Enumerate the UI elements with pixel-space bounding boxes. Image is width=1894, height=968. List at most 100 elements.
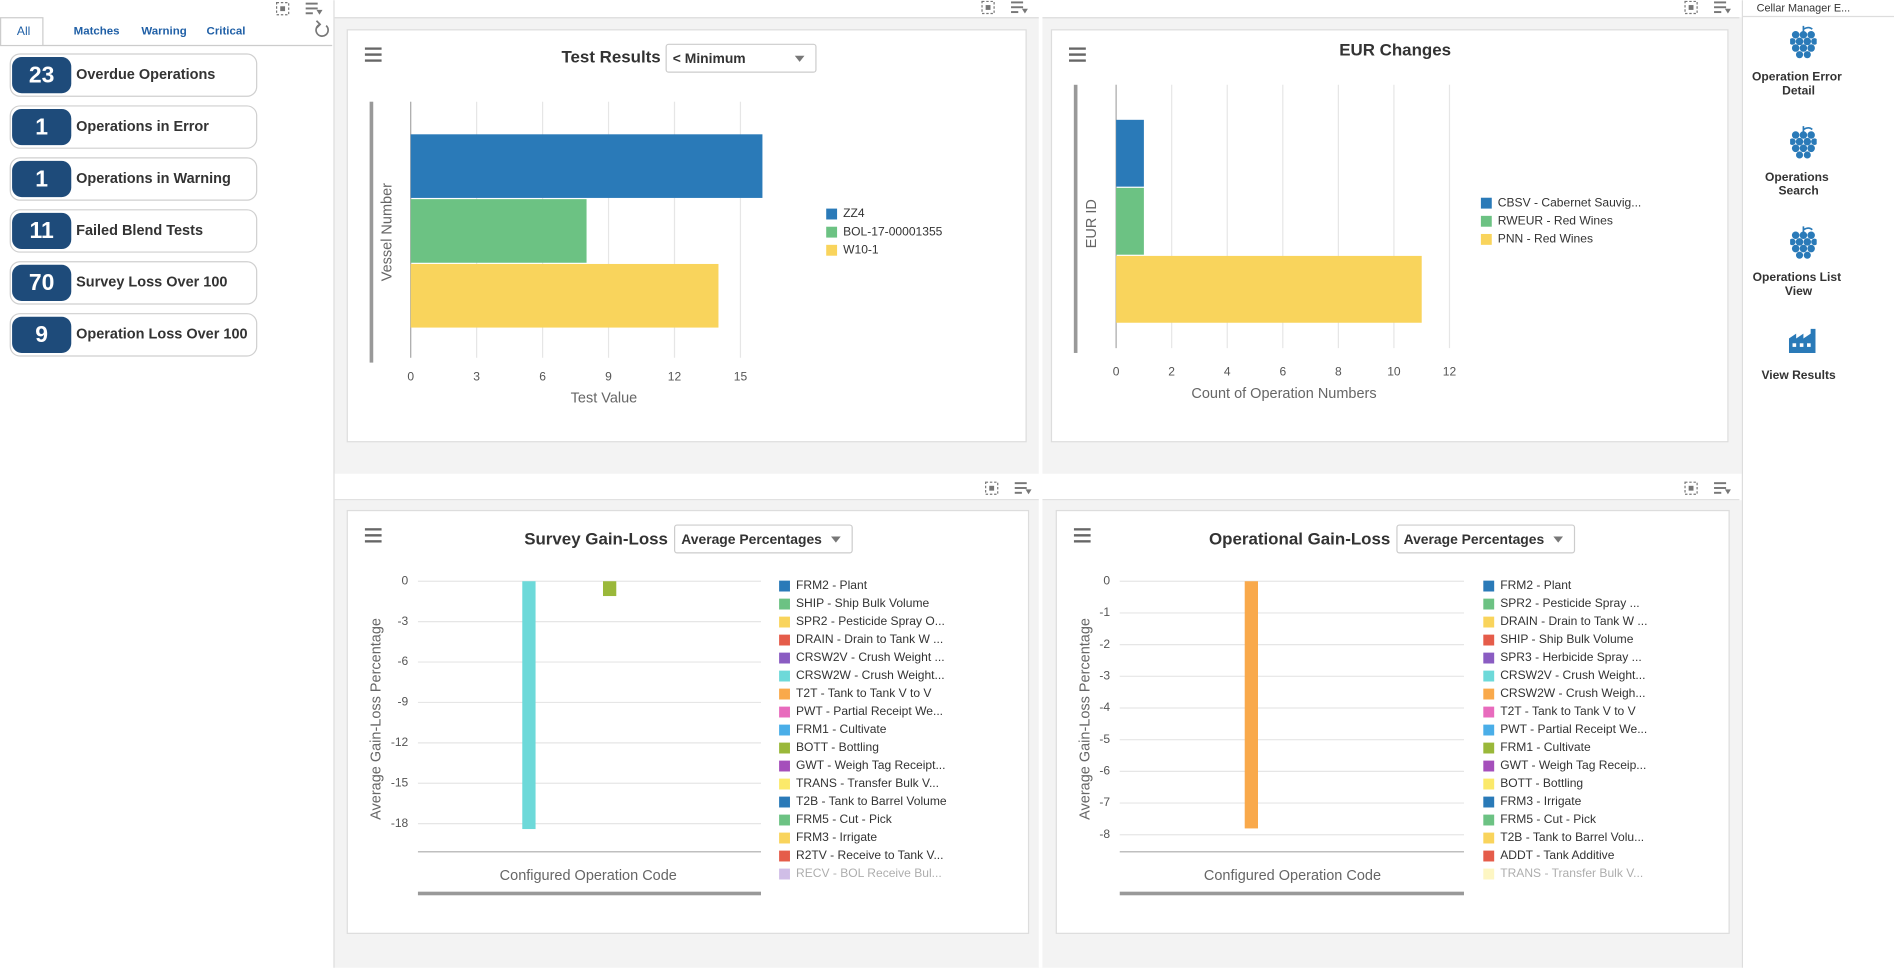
legend-label: FRM5 - Cut - Pick [796,812,893,826]
x-axis-label: Configured Operation Code [1204,868,1381,884]
tab[interactable]: All [17,24,30,38]
legend-label: T2B - Tank to Barrel Volu... [1500,830,1644,844]
tile-label: Operations in Error [76,119,209,135]
tab-active-bg [0,17,44,47]
legend-swatch [779,814,790,826]
legend-swatch [1483,778,1495,790]
legend-label: TRANS - Transfer Bulk V... [1500,866,1643,880]
bar[interactable] [1116,187,1144,255]
link-label[interactable]: Operation Error Detail [1752,70,1845,98]
y-axis-label: Average Gain-Loss Percentage [369,618,385,820]
legend-label: ADDT - Tank Additive [1500,848,1614,862]
legend-swatch [1480,233,1492,245]
tile-label: Operation Loss Over 100 [76,327,247,343]
legend-swatch [1483,796,1495,808]
dropdown[interactable] [1396,524,1576,554]
chart-menu[interactable] [364,47,382,62]
legend-swatch [779,868,790,880]
tab[interactable]: Matches [74,26,120,38]
dropdown[interactable] [674,524,853,554]
y-tick-label: -3 [398,614,409,628]
tab[interactable]: Warning [141,26,186,38]
x-axis-label: Test Value [571,391,638,407]
tile[interactable] [9,53,258,97]
y-tick-label: -6 [1099,764,1110,778]
x-tick-label: 10 [1387,364,1401,378]
tile-count: 1 [35,165,48,191]
header-strip [334,0,1742,18]
x-tick-label: 12 [1443,364,1457,378]
tile[interactable] [9,261,258,305]
tile-badge [12,212,72,250]
legend-swatch [779,688,790,700]
bar[interactable] [410,199,587,263]
legend-label: FRM2 - Plant [796,578,868,592]
legend-swatch [779,778,790,790]
tile-count: 23 [29,61,55,87]
legend-label: BOL-17-00001355 [843,224,943,238]
x-tick-label: 2 [1168,364,1175,378]
legend-label: BOTT - Bottling [1500,776,1583,790]
tile-badge [12,316,72,353]
link-label[interactable]: Operations List View [1753,270,1845,298]
legend-label: PNN - Red Wines [1498,232,1593,246]
chart-title: Operational Gain-Loss [1209,530,1390,549]
legend-label: W10-1 [843,242,879,256]
axis-decorator [1073,84,1078,353]
header-strip [334,473,1742,501]
tile[interactable] [9,209,258,253]
chart-menu[interactable] [1068,47,1086,62]
tile[interactable] [9,313,258,357]
bar[interactable] [1116,119,1144,187]
legend-label: SPR3 - Herbicide Spray ... [1500,650,1641,664]
dropdown-value: < Minimum [673,50,746,66]
tab[interactable]: Critical [207,26,246,38]
legend-label: RECV - BOL Receive Bul... [796,866,942,880]
tile[interactable] [9,157,258,201]
chart-title: Test Results [561,48,660,67]
legend-swatch [1483,724,1495,736]
y-axis-label: Average Gain-Loss Percentage [1078,618,1094,820]
chart-title: Survey Gain-Loss [524,530,668,549]
legend-label: DRAIN - Drain to Tank W ... [796,632,943,646]
legend-label: BOTT - Bottling [796,740,879,754]
tile-count: 9 [35,321,48,347]
legend-swatch [779,832,790,844]
legend-swatch [826,226,838,238]
dropdown[interactable] [665,43,817,73]
legend-label: CRSW2W - Crush Weight... [796,668,945,682]
legend-swatch [1483,832,1495,844]
legend-swatch [1483,814,1495,826]
legend-label: GWT - Weigh Tag Receip... [1500,758,1646,772]
side-panel-title: Cellar Manager E... [1757,3,1851,15]
tile[interactable] [9,105,258,149]
link-label[interactable]: Operations Search [1765,170,1832,198]
legend-swatch [1483,634,1495,646]
legend-swatch [1480,197,1492,209]
bar[interactable] [1116,255,1422,323]
legend-swatch [779,760,790,772]
legend-label: FRM1 - Cultivate [796,722,887,736]
y-axis-label: EUR ID [1084,199,1100,248]
axis-decorator [417,891,761,896]
chart-menu[interactable] [1073,528,1091,543]
refresh-icon[interactable] [315,20,329,37]
legend-label: PWT - Partial Receipt We... [796,704,943,718]
tile-count: 70 [29,269,55,295]
link-label[interactable]: View Results [1761,368,1835,382]
bar[interactable] [410,134,763,198]
bar[interactable] [410,263,719,328]
legend-swatch [779,652,790,664]
bar[interactable] [1244,581,1259,829]
chart-menu[interactable] [364,528,382,543]
x-tick-label: 12 [668,369,682,383]
legend-swatch [779,616,790,628]
tile-badge [12,108,72,146]
legend-label: FRM5 - Cut - Pick [1500,812,1597,826]
bar[interactable] [522,581,536,830]
legend-swatch [1483,868,1495,880]
bar[interactable] [602,581,617,597]
legend-swatch [1480,215,1492,227]
